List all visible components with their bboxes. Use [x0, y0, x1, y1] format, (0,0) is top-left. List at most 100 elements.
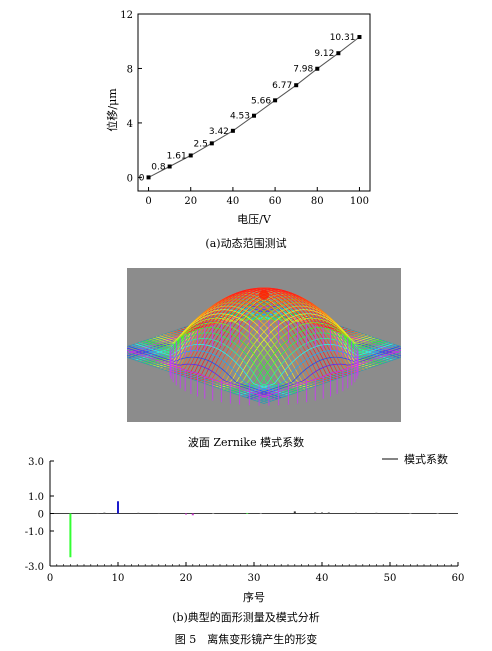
chart-b-axes — [49, 461, 458, 567]
chart-b-bar — [409, 512, 412, 514]
chart-a-xtick-label: 20 — [184, 196, 197, 207]
surface-base-ring — [169, 320, 359, 406]
chart-b-xtick-label: 0 — [47, 573, 53, 584]
chart-a-point-label: 2.5 — [193, 139, 207, 149]
surface-grid — [127, 287, 401, 404]
chart-a-point — [209, 141, 214, 146]
chart-a-point — [188, 153, 193, 158]
chart-b-bar — [191, 513, 194, 516]
surface-line — [263, 357, 401, 404]
chart-a-xtick-label: 0 — [145, 196, 151, 207]
surface-peak — [259, 290, 269, 300]
chart-b-bar — [314, 512, 317, 514]
chart-a-point-label: 6.77 — [272, 81, 292, 91]
surface-line — [225, 322, 379, 391]
chart-b-ytick-label: 0 — [38, 510, 44, 521]
chart-b-bar — [246, 512, 249, 514]
surface-line — [194, 292, 348, 381]
chart-a-point-labels: 0 0.81.61 2.53.424.535.666.777.989.12 10.31 — [139, 33, 356, 183]
surface-line — [253, 349, 401, 401]
surface-line — [249, 347, 401, 400]
chart-a-axes — [137, 13, 371, 192]
surface-line — [222, 317, 376, 390]
surface-line — [127, 347, 279, 400]
chart-a-point — [294, 83, 299, 88]
surface-line — [135, 343, 289, 396]
chart-b-xtick-label: 60 — [452, 573, 465, 584]
chart-a-point — [336, 51, 341, 56]
chart-b-bar — [321, 512, 323, 514]
surface-line — [128, 345, 282, 399]
chart-a-point — [315, 66, 320, 71]
chart-a-point-label: 7.98 — [293, 65, 313, 75]
surface-line — [149, 322, 303, 391]
chart-a-point-label: 4.53 — [230, 112, 250, 122]
chart-a-point-label: 1.61 — [167, 151, 187, 161]
surface-line — [127, 357, 265, 404]
chart-b-xtick-label: 20 — [180, 573, 193, 584]
surface-line — [236, 338, 390, 395]
surface-line — [218, 313, 372, 389]
surface-line — [246, 345, 400, 399]
chart-b-bar — [96, 512, 99, 514]
chart-b-xtick-label: 40 — [316, 573, 329, 584]
chart-b-caption: (b)典型的面形测量及模式分析 — [172, 611, 320, 624]
chart-a-point — [167, 164, 172, 169]
chart-a-xtick-label: 60 — [269, 196, 282, 207]
wavefront-surface-mesh — [127, 287, 401, 406]
chart-a-ytick-label: 8 — [127, 64, 133, 75]
chart-a-point-label: 0.8 — [151, 162, 166, 172]
surface-line — [180, 292, 334, 381]
figure-caption: 图 5 离焦变形镜产生的形变 — [174, 633, 318, 646]
chart-b-bar — [259, 512, 262, 514]
chart-b-ticks: 0 10 20 30 40 50 60 3.0 1.0 0 -1.0 -3.0 — [25, 457, 465, 584]
chart-b-bar — [355, 512, 357, 514]
chart-a-point-label: 10.31 — [330, 33, 356, 43]
chart-a-point — [273, 98, 278, 103]
chart-b-xtick-label: 30 — [248, 573, 261, 584]
chart-b-ytick-label: 1.0 — [28, 492, 44, 503]
chart-a-point — [146, 175, 151, 180]
chart-a-ticks: 0 20 40 60 80 100 0 4 8 12 — [120, 10, 369, 207]
surface-line — [142, 332, 296, 394]
chart-b-xtick-label: 10 — [112, 573, 125, 584]
chart-b-bar — [212, 512, 215, 514]
chart-a-xtick-label: 40 — [227, 196, 240, 207]
chart-a-point-label: 9.12 — [314, 49, 334, 59]
chart-b-bar — [375, 512, 378, 514]
chart-b-xtick-label: 50 — [384, 573, 397, 584]
chart-b-ytick-label: -3.0 — [25, 562, 44, 573]
chart-a-point-label: 3.42 — [209, 127, 229, 137]
chart-b-ytick-label: 3.0 — [28, 457, 44, 468]
chart-a-xtick-label: 100 — [350, 196, 369, 207]
chart-b-bar — [157, 512, 160, 514]
chart-a-point — [252, 113, 256, 118]
chart-a-xtick-label: 80 — [311, 196, 324, 207]
chart-a-points — [146, 35, 362, 180]
chart-b-ytick-label: -1.0 — [25, 527, 44, 538]
surface-line — [127, 349, 275, 401]
surface-line — [152, 317, 306, 390]
chart-a-caption: (a)动态范围测试 — [205, 237, 287, 250]
chart-b-bar — [293, 511, 296, 514]
surface-line — [215, 309, 369, 388]
surface-line — [232, 332, 386, 394]
chart-a-ytick-label: 4 — [127, 119, 133, 130]
surface-line — [127, 352, 272, 402]
chart-a-frame — [137, 13, 371, 192]
chart-b-title: 波面 Zernike 模式系数 — [187, 436, 305, 449]
chart-b-bar — [185, 513, 187, 515]
wavefront-surface-image — [127, 268, 401, 422]
chart-b-bar — [327, 512, 330, 514]
surface-line — [156, 313, 310, 389]
chart-b-legend-label: 模式系数 — [404, 453, 448, 466]
chart-a-ytick-label: 12 — [120, 10, 133, 21]
displacement-chart: 0 20 40 60 80 100 0 4 8 12 0 0.81.61 2.53.424.535.6… — [105, 10, 371, 226]
chart-a-ytick-label: 0 — [127, 173, 133, 184]
chart-b-bar — [103, 512, 106, 514]
chart-a-point-label: 5.66 — [251, 96, 271, 106]
chart-a-xlabel: 电压/V — [237, 213, 272, 226]
surface-line — [159, 309, 313, 388]
chart-b-bar — [436, 512, 439, 514]
surface-line — [197, 294, 352, 382]
